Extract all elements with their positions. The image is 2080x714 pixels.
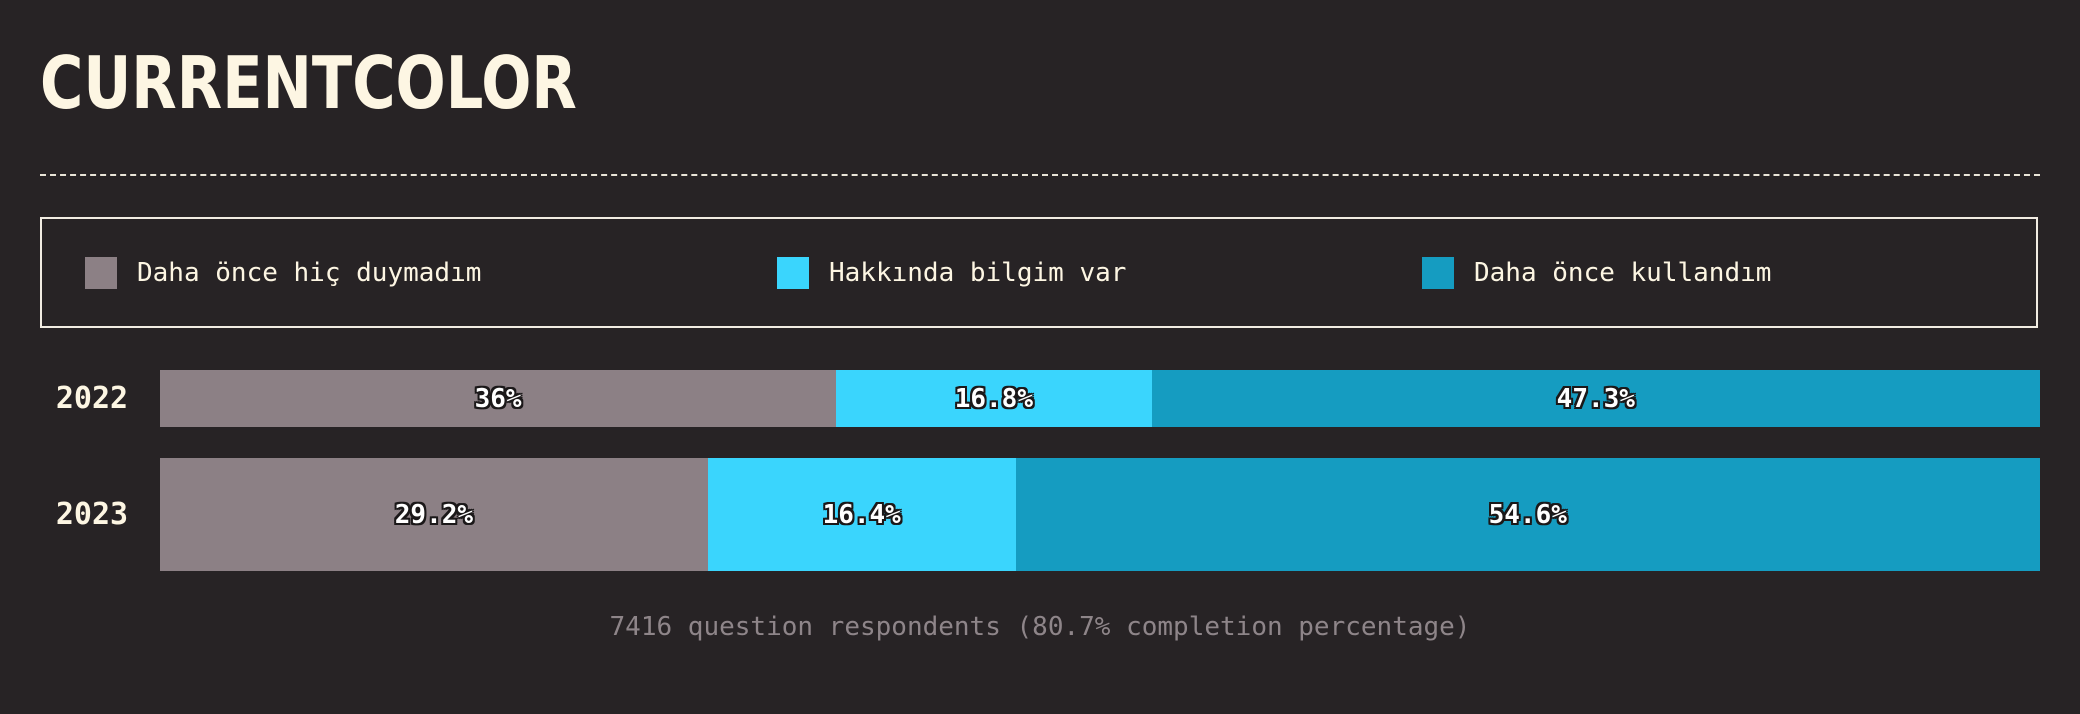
bar-segment-2023-never-heard: 29.2% xyxy=(160,458,708,571)
bar-row-2023: 29.2% 16.4% 54.6% xyxy=(160,458,2040,571)
data-label-2022-used-before: 47.3% xyxy=(1557,384,1635,414)
dashed-divider xyxy=(40,174,2040,176)
bar-row-2022: 36% 16.8% 47.3% xyxy=(160,370,2040,427)
respondents-footnote: 7416 question respondents (80.7% complet… xyxy=(0,612,2080,642)
legend-swatch-know-about xyxy=(777,257,809,289)
bar-segment-2022-know-about: 16.8% xyxy=(836,370,1152,427)
legend-swatch-used-before xyxy=(1422,257,1454,289)
category-label-2022: 2022 xyxy=(40,370,144,427)
bar-segment-2022-never-heard: 36% xyxy=(160,370,836,427)
bar-segment-2023-know-about: 16.4% xyxy=(708,458,1016,571)
category-label-2023: 2023 xyxy=(40,458,144,571)
data-label-2023-know-about: 16.4% xyxy=(823,500,901,530)
legend-label-used-before: Daha önce kullandım xyxy=(1474,258,1771,288)
data-label-2023-used-before: 54.6% xyxy=(1489,500,1567,530)
bar-segment-2023-used-before: 54.6% xyxy=(1016,458,2040,571)
chart-title: CURRENTCOLOR xyxy=(40,38,577,128)
legend-item-never-heard: Daha önce hiç duymadım xyxy=(85,219,481,326)
legend-label-never-heard: Daha önce hiç duymadım xyxy=(137,258,481,288)
bar-segment-2022-used-before: 47.3% xyxy=(1152,370,2040,427)
data-label-2022-know-about: 16.8% xyxy=(955,384,1033,414)
legend-swatch-never-heard xyxy=(85,257,117,289)
legend-label-know-about: Hakkında bilgim var xyxy=(829,258,1126,288)
data-label-2023-never-heard: 29.2% xyxy=(395,500,473,530)
legend-item-used-before: Daha önce kullandım xyxy=(1422,219,1771,326)
chart-legend: Daha önce hiç duymadım Hakkında bilgim v… xyxy=(40,217,2038,328)
data-label-2022-never-heard: 36% xyxy=(475,384,522,414)
legend-item-know-about: Hakkında bilgim var xyxy=(777,219,1126,326)
